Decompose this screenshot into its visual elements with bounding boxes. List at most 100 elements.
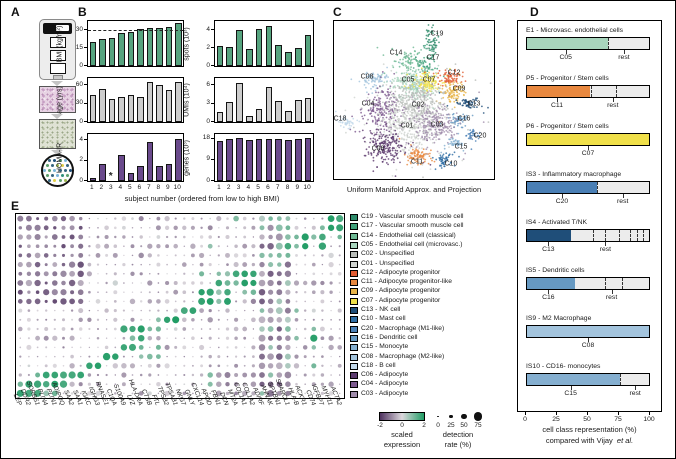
umap-point-C20 — [473, 134, 476, 137]
d-axis-tickmark-50 — [587, 412, 588, 415]
umap-point-C03 — [417, 127, 420, 129]
umap-point-C05 — [402, 83, 404, 86]
umap-point-C06 — [378, 148, 381, 151]
umap-point-C01 — [393, 133, 396, 136]
umap-point-C16 — [461, 121, 464, 123]
legend-label-C06: C06 - Adipocyte — [361, 371, 409, 379]
umap-point-C09 — [449, 83, 452, 86]
umap-point-C12 — [438, 69, 441, 72]
dot — [199, 344, 205, 350]
umap-point-C03 — [447, 113, 450, 116]
dot — [224, 288, 231, 296]
dot — [191, 364, 194, 367]
umap-point-C11 — [430, 149, 432, 152]
dot — [303, 280, 308, 286]
umap-point-C01 — [370, 139, 373, 142]
umap-point-C03 — [462, 158, 465, 161]
d-group-title-5: IS5 - Dendritic cells — [526, 267, 585, 274]
umap-point-C02 — [474, 79, 477, 81]
dot — [294, 335, 299, 341]
umap-point-C06 — [372, 170, 375, 173]
umap-point-C02 — [404, 91, 407, 93]
xtick-genes-6: 6 — [266, 184, 270, 191]
umap-point-C02 — [398, 93, 401, 96]
umap-point-C12 — [447, 80, 449, 83]
dot — [284, 353, 291, 360]
dot — [157, 282, 160, 284]
umap-point-C14 — [409, 68, 412, 71]
umap-point-C06 — [396, 152, 398, 155]
dot — [35, 372, 41, 378]
umap-point-C14 — [416, 60, 418, 62]
dot — [311, 326, 317, 332]
d-group-dash-5-0 — [605, 278, 607, 289]
umap-point-C01 — [401, 129, 404, 131]
umap-point-C01 — [386, 106, 389, 109]
umap-point-C01 — [397, 151, 400, 154]
umap-point-C06 — [378, 137, 381, 140]
umap-point-C01 — [409, 140, 412, 143]
d-group-label-tick-0 — [565, 50, 567, 54]
dot — [267, 326, 274, 332]
dot — [182, 317, 187, 323]
legend-swatch-C07 — [350, 297, 358, 305]
dot — [182, 281, 186, 285]
umap-point-C06 — [375, 143, 378, 145]
umap-point-C14 — [407, 61, 409, 63]
d-group-label-0-rest: rest — [618, 54, 630, 61]
dot — [276, 372, 283, 378]
umap-point-C03 — [408, 118, 411, 120]
dot — [43, 271, 49, 277]
umap-point-C03 — [416, 131, 419, 134]
umap-point-C02 — [415, 98, 418, 100]
spot-dot — [50, 173, 54, 178]
dot — [321, 355, 324, 358]
umap-point-C02 — [445, 85, 448, 88]
umap-point-C04 — [379, 100, 381, 103]
umap-point-C03 — [442, 123, 445, 126]
umap-point-C17 — [433, 60, 436, 63]
bar-genes-subject-2 — [226, 139, 233, 181]
dot — [19, 318, 22, 321]
umap-point-C08 — [365, 80, 368, 82]
legend-label-C15: C15 - Monocyte — [361, 343, 409, 351]
umap-point-C19 — [430, 40, 433, 43]
umap-point-C07 — [433, 82, 436, 85]
umap-point-C14 — [410, 59, 412, 62]
dot — [17, 234, 23, 240]
dot — [267, 289, 274, 295]
umap-point-C06 — [391, 149, 394, 152]
umap-point-C19 — [434, 37, 436, 39]
umap-point-C17 — [412, 67, 415, 69]
umap-point-C08 — [376, 77, 379, 80]
umap-point-C03 — [448, 122, 450, 125]
umap-point-C14 — [407, 56, 410, 59]
umap-point-C06 — [375, 154, 378, 157]
dot — [294, 317, 299, 322]
xtick-genes-4: 4 — [246, 184, 251, 191]
dot — [225, 336, 230, 340]
dot — [259, 326, 265, 332]
umap-point-C02 — [387, 113, 390, 115]
umap-point-C04 — [394, 119, 397, 122]
dot — [192, 263, 194, 266]
umap-point-C01 — [396, 121, 398, 123]
umap-point-C06 — [372, 156, 375, 159]
zoom-connector-2 — [51, 114, 63, 119]
bar-umis-subject-7 — [275, 101, 282, 122]
bar-age-subject-6 — [137, 96, 144, 122]
umap-point-C06 — [394, 152, 397, 154]
dot — [224, 372, 231, 378]
xtick-genes-5: 5 — [256, 184, 260, 191]
dot — [337, 272, 342, 276]
umap-cluster-label-C09: C09 — [452, 85, 466, 93]
umap-point-C09 — [446, 89, 449, 92]
umap-point-C06 — [363, 140, 366, 143]
dot — [139, 235, 143, 239]
dot — [190, 253, 195, 258]
umap-point-C09 — [450, 96, 453, 99]
umap-point-C01 — [387, 127, 390, 130]
dot — [338, 254, 341, 257]
dot — [129, 363, 136, 369]
dot — [26, 344, 32, 350]
